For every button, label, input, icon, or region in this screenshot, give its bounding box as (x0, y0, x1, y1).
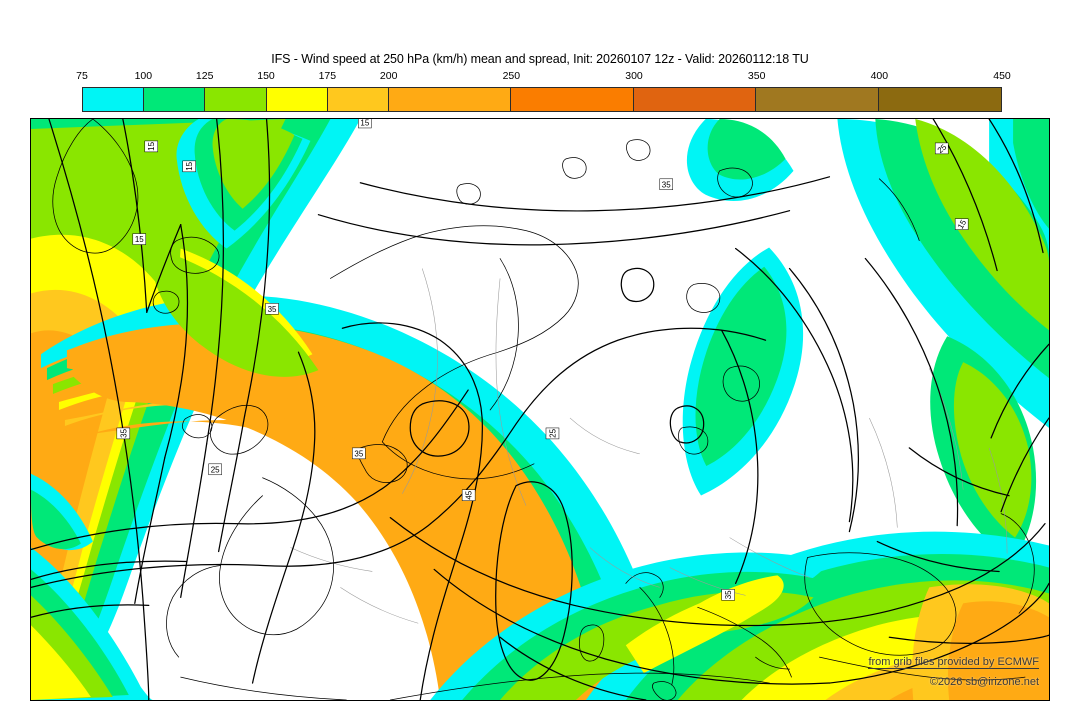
colorbar-tick-175: 175 (318, 70, 337, 82)
colorbar-tick-100: 100 (134, 70, 153, 82)
svg-text:35: 35 (119, 428, 128, 437)
svg-text:35: 35 (268, 305, 277, 314)
svg-text:15: 15 (135, 235, 144, 244)
colorbar-tick-75: 75 (76, 70, 88, 82)
svg-text:15: 15 (360, 119, 369, 127)
colorbar-band-75-100 (83, 88, 145, 111)
colorbar-band-100-125 (144, 88, 206, 111)
colorbar-tick-125: 125 (195, 70, 214, 82)
colorbar-tick-400: 400 (870, 70, 889, 82)
colorbar-tick-150: 150 (257, 70, 275, 82)
svg-text:25: 25 (211, 465, 220, 474)
colorbar-band-175-200 (327, 88, 389, 111)
colorbar-tick-450: 450 (993, 70, 1011, 82)
svg-text:35: 35 (724, 590, 733, 599)
svg-text:15: 15 (185, 161, 194, 170)
watermark-copyright: ©2026 sb@irizone.net (929, 676, 1039, 688)
colorbar-band-350-400 (756, 88, 879, 111)
colorbar-tick-350: 350 (747, 70, 766, 82)
svg-text:35: 35 (354, 449, 363, 458)
watermark-source: from grib files provided by ECMWF (868, 656, 1039, 669)
svg-text:45: 45 (465, 490, 474, 499)
colorbar-tick-250: 250 (502, 70, 521, 82)
colorbar-bands (82, 87, 1002, 112)
svg-text:25: 25 (548, 428, 557, 437)
colorbar: 75 100 125 150 175 200 250 300 350 400 450 (76, 70, 1011, 112)
svg-text:15: 15 (147, 141, 156, 150)
map-panel[interactable]: 15 15 15 35 35 25 45 15 25 35 35 35 25 1… (30, 118, 1050, 701)
colorbar-band-250-300 (511, 88, 634, 111)
svg-text:35: 35 (662, 180, 671, 189)
colorbar-band-400-450 (878, 88, 1001, 111)
colorbar-tick-300: 300 (625, 70, 643, 82)
colorbar-band-200-250 (388, 88, 512, 111)
colorbar-tick-200: 200 (379, 70, 398, 82)
colorbar-band-300-350 (633, 88, 757, 111)
map-canvas: 15 15 15 35 35 25 45 15 25 35 35 35 25 1… (31, 119, 1049, 700)
page-title: IFS - Wind speed at 250 hPa (km/h) mean … (271, 52, 809, 66)
colorbar-band-125-150 (205, 88, 267, 111)
colorbar-band-150-175 (266, 88, 328, 111)
colorbar-tick-labels: 75 100 125 150 175 200 250 300 350 400 450 (76, 70, 1011, 84)
